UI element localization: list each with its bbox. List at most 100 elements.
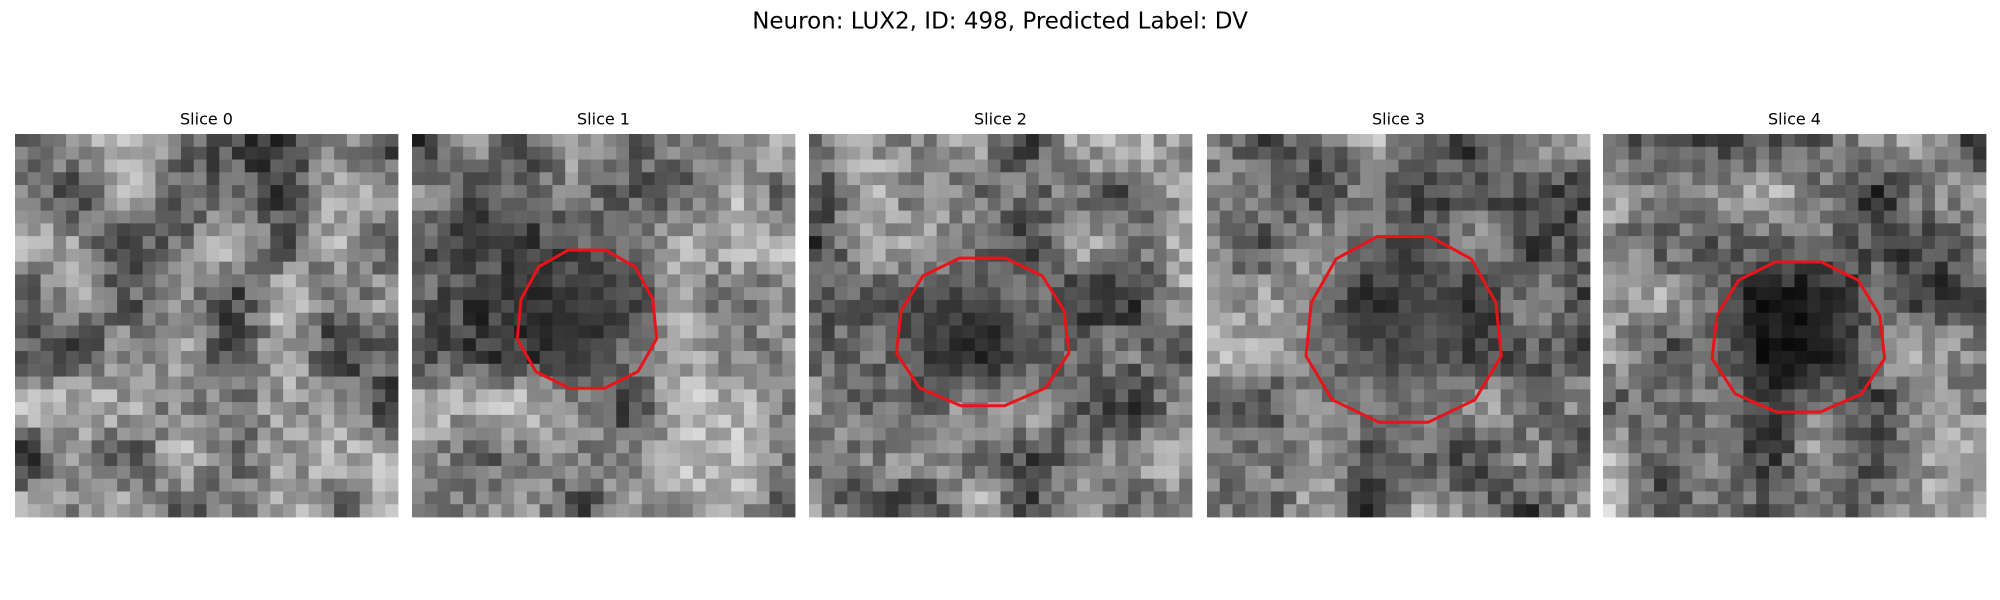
pixel: [91, 146, 105, 160]
pixel: [1871, 197, 1885, 211]
pixel: [1449, 414, 1463, 429]
pixel: [616, 402, 630, 416]
pixel: [1077, 134, 1091, 148]
pixel: [1871, 376, 1885, 390]
pixel: [1794, 210, 1808, 224]
pixel: [1845, 325, 1859, 339]
pixel: [667, 287, 681, 301]
pixel: [1692, 351, 1706, 365]
pixel: [1922, 287, 1936, 301]
pixel: [437, 465, 451, 480]
pixel: [27, 504, 41, 518]
pixel: [1321, 338, 1336, 352]
pixel: [1807, 325, 1821, 339]
pixel: [847, 491, 861, 505]
pixel: [705, 363, 719, 377]
pixel: [308, 478, 322, 492]
pixel: [1207, 504, 1221, 518]
pixel: [1245, 491, 1259, 505]
pixel: [142, 312, 156, 326]
pixel: [219, 351, 233, 365]
pixel: [1038, 287, 1052, 301]
pixel: [1628, 440, 1642, 454]
pixel: [1666, 402, 1680, 416]
pixel: [142, 376, 156, 390]
pixel: [1115, 312, 1129, 326]
pixel: [1832, 338, 1846, 352]
pixel: [1487, 236, 1502, 250]
pixel: [1153, 185, 1167, 199]
pixel: [680, 261, 694, 275]
pixel: [244, 414, 258, 429]
pixel: [1000, 338, 1014, 352]
pixel: [295, 427, 310, 441]
pixel: [1577, 427, 1591, 441]
pixel: [1424, 325, 1438, 339]
pixel: [1820, 453, 1834, 467]
pixel: [616, 427, 630, 441]
pixel: [1743, 427, 1757, 441]
pixel: [78, 274, 92, 288]
pixel: [1385, 402, 1399, 416]
pixel: [974, 146, 989, 160]
pixel: [359, 274, 373, 288]
pixel: [1207, 197, 1221, 211]
pixel: [743, 248, 758, 263]
pixel: [834, 248, 848, 263]
pixel: [359, 210, 373, 224]
pixel: [577, 274, 592, 288]
pixel: [1166, 491, 1180, 505]
pixel: [155, 338, 169, 352]
pixel: [616, 312, 630, 326]
pixel: [654, 223, 668, 237]
pixel: [1641, 185, 1655, 199]
pixel: [1794, 299, 1808, 314]
pixel: [1245, 478, 1259, 492]
pixel: [1705, 427, 1719, 441]
pixel: [1026, 210, 1040, 224]
pixel: [1347, 338, 1361, 352]
pixel: [1372, 210, 1387, 224]
pixel: [1436, 299, 1450, 314]
pixel: [1089, 172, 1104, 186]
pixel: [552, 504, 566, 518]
pixel: [475, 185, 489, 199]
pixel: [1705, 287, 1719, 301]
pixel: [15, 287, 29, 301]
pixel: [1628, 134, 1642, 148]
pixel: [629, 376, 643, 390]
pixel: [1654, 223, 1668, 237]
pixel: [1270, 363, 1284, 377]
pixel: [1064, 134, 1078, 148]
pixel: [1334, 440, 1348, 454]
pixel: [219, 389, 233, 403]
pixel: [1385, 210, 1399, 224]
pixel: [117, 287, 131, 301]
pixel: [834, 197, 848, 211]
pixel: [1551, 197, 1565, 211]
pixel: [1475, 210, 1489, 224]
pixel: [488, 287, 502, 301]
pixel: [1705, 248, 1719, 263]
pixel: [232, 134, 246, 148]
pixel: [1768, 197, 1783, 211]
pixel: [1973, 159, 1987, 173]
pixel: [1089, 159, 1104, 173]
pixel: [1347, 453, 1361, 467]
pixel: [1551, 440, 1565, 454]
pixel: [769, 440, 783, 454]
pixel: [1845, 287, 1859, 301]
pixel: [66, 185, 80, 199]
pixel: [15, 414, 29, 429]
pixel: [424, 465, 438, 480]
pixel: [1526, 210, 1540, 224]
pixel: [834, 351, 848, 365]
pixel: [1296, 299, 1310, 314]
pixel: [1947, 299, 1961, 314]
pixel: [1654, 478, 1668, 492]
pixel: [359, 223, 373, 237]
pixel: [372, 210, 386, 224]
pixel: [180, 236, 195, 250]
pixel: [782, 504, 796, 518]
pixel: [1692, 504, 1706, 518]
